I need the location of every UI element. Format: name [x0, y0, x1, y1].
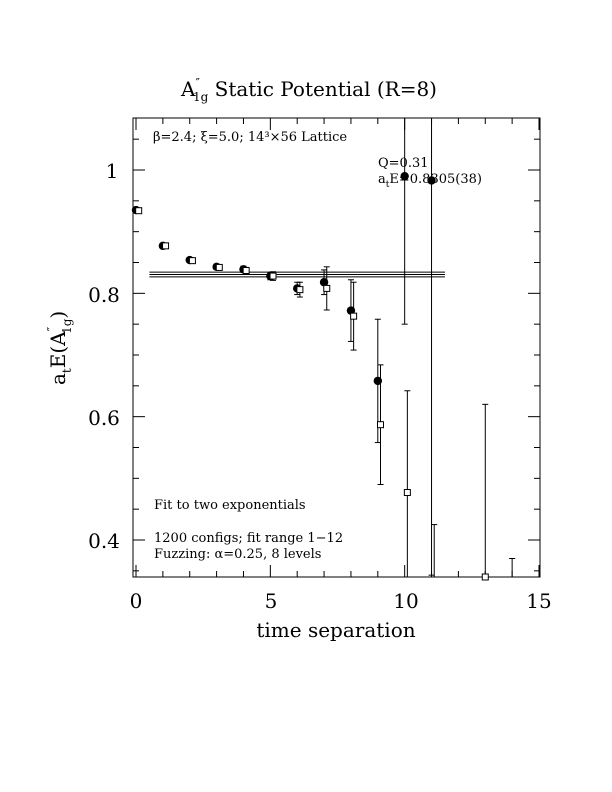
- x-axis-label: time separation: [256, 618, 415, 642]
- chart-title: A″ 1g Static Potential (R=8): [180, 76, 437, 104]
- y-tick-label-1: 1: [106, 159, 119, 183]
- data-point-square: [296, 286, 304, 294]
- lattice-annotation: β=2.4; ξ=5.0; 14³×56 Lattice: [153, 130, 347, 145]
- y-tick-label-0.8: 0.8: [88, 283, 120, 307]
- data-point-square: [350, 312, 358, 320]
- data-point-square: [188, 257, 196, 265]
- configs-annotation: 1200 configs; fit range 1−12: [154, 531, 343, 546]
- data-point-square: [403, 489, 411, 497]
- data-point-circle: [427, 176, 436, 185]
- x-tick-label-10: 10: [393, 589, 418, 613]
- fit-type-annotation: Fit to two exponentials: [154, 498, 306, 513]
- data-point-circle: [319, 278, 329, 287]
- data-point-square: [162, 242, 170, 250]
- y-tick-label-0.4: 0.4: [88, 529, 120, 553]
- energy-annotation: atE=0.8305(38): [378, 172, 482, 190]
- data-point-square: [269, 272, 277, 280]
- x-tick-label-15: 15: [526, 589, 551, 613]
- data-point-square: [323, 284, 331, 292]
- data-point-circle: [373, 376, 382, 386]
- y-tick-label-0.6: 0.6: [88, 406, 120, 430]
- q-value-annotation: Q=0.31: [378, 156, 429, 171]
- x-tick-label-5: 5: [265, 589, 278, 613]
- data-point-square: [242, 267, 250, 275]
- data-points: [131, 117, 516, 581]
- data-point-square: [481, 573, 489, 581]
- plot-frame: [132, 117, 541, 578]
- y-axis-label: atE(A″1g): [45, 311, 74, 385]
- x-tick-label-0: 0: [130, 589, 143, 613]
- data-point-square: [215, 263, 223, 271]
- fit-band: [149, 271, 445, 278]
- data-point-circle: [400, 171, 409, 181]
- data-point-square: [135, 207, 143, 215]
- data-point-square: [376, 421, 384, 429]
- fuzzing-annotation: Fuzzing: α=0.25, 8 levels: [154, 547, 321, 562]
